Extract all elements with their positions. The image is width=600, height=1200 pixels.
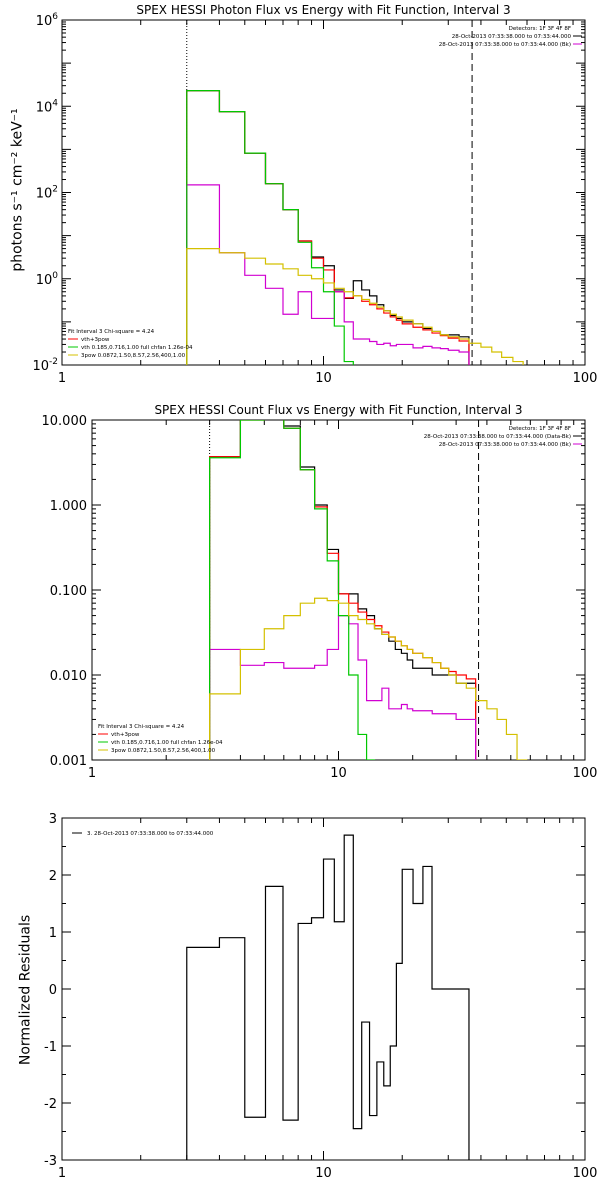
plot-frame (61, 19, 586, 366)
series-line-1 (186, 90, 470, 365)
series-line-4 (209, 420, 376, 760)
x-tick-label: 10 (315, 371, 332, 386)
fit-legend-entry: vth 0.185,0.716,1.00 full chfan 1.26e-04 (81, 345, 193, 351)
x-tick-label: 100 (573, 371, 598, 386)
y-tick-label: 106 (36, 12, 59, 29)
series-group (209, 420, 528, 760)
y-tick-label: 1 (49, 926, 57, 941)
y-tick-label: -1 (44, 1040, 57, 1055)
y-tick-label: 104 (36, 98, 59, 115)
x-tick-label: 10 (315, 1166, 332, 1181)
legend-entry: 3. 28-Oct-2013 07:33:38.000 to 07:33:44.… (87, 831, 214, 837)
x-tick-label: 100 (573, 766, 598, 781)
y-tick-label: -3 (44, 1154, 57, 1169)
y-tick-label: -2 (44, 1097, 57, 1112)
x-tick-label: 1 (58, 371, 66, 386)
chart-panel-2: SPEX HESSI Count Flux vs Energy with Fit… (42, 403, 598, 781)
legend-entry: 28-Oct-2013 07:33:38.000 to 07:33:44.000… (439, 442, 571, 448)
fit-legend-entry: vth 0.185,0.716,1.00 full chfan 1.26e-04 (111, 740, 223, 746)
fit-legend-entry: 3pow 0.0872,1.50,8.57,2.56,400,1.00 (111, 748, 216, 754)
fit-legend-entry: vth+3pow (81, 337, 110, 343)
chart-title: SPEX HESSI Count Flux vs Energy with Fit… (154, 403, 522, 417)
y-tick-label: 0.100 (50, 584, 87, 599)
y-tick-label: 2 (49, 869, 57, 884)
fit-legend-header: Fit Interval 3 Chi-square = 4.24 (68, 329, 155, 335)
legend-header: Detectors: 1F 3F 4F 8F (509, 426, 571, 432)
series-line-1 (209, 420, 477, 760)
y-tick-label: 10-2 (32, 357, 58, 374)
y-axis-label: photons s⁻¹ cm⁻² keV⁻¹ (10, 108, 26, 271)
series-group (186, 90, 524, 365)
y-tick-label: 1.000 (50, 499, 87, 514)
y-axis-label: Normalized Residuals (18, 915, 34, 1065)
legend-entry: 28-Oct-2013 07:33:38.000 to 07:33:44.000 (452, 34, 572, 40)
legend-entry: 28-Oct-2013 07:33:38.000 to 07:33:44.000… (424, 434, 571, 440)
series-line-2 (186, 90, 470, 365)
series-line-5 (186, 248, 524, 365)
chart-panel-1: SPEX HESSI Photon Flux vs Energy with Fi… (10, 3, 598, 386)
y-tick-label: 10.000 (42, 414, 88, 429)
legend-header: Detectors: 1F 3F 4F 8F (509, 26, 571, 32)
x-tick-label: 10 (330, 766, 347, 781)
series-line-5 (209, 597, 528, 760)
x-tick-label: 1 (58, 1166, 66, 1181)
x-tick-label: 1 (88, 766, 96, 781)
series-group (186, 834, 470, 1160)
legend-entry: 28-Oct-2013 07:33:38.000 to 07:33:44.000… (439, 42, 571, 48)
series-line-4 (186, 90, 354, 365)
fit-legend-header: Fit Interval 3 Chi-square = 4.24 (98, 724, 185, 730)
y-tick-label: 3 (49, 812, 57, 827)
y-tick-label: 0.010 (50, 669, 87, 684)
y-tick-label: 0.001 (50, 754, 87, 769)
y-tick-label: 0 (49, 983, 57, 998)
y-tick-label: 100 (36, 271, 59, 288)
fit-legend-entry: vth+3pow (111, 732, 140, 738)
fit-legend-entry: 3pow 0.0872,1.50,8.57,2.56,400,1.00 (81, 353, 186, 359)
chart-panel-3: 1 10 100 -3 -2 -1 0 1 2 3 Normalized Residuals 3. 2… (18, 812, 598, 1181)
series-line-1 (186, 834, 470, 1160)
series-line-2 (209, 420, 477, 760)
chart-title: SPEX HESSI Photon Flux vs Energy with Fi… (136, 3, 510, 17)
series-line-3 (186, 184, 470, 365)
y-tick-label: 102 (36, 185, 58, 202)
series-line-3 (209, 614, 477, 760)
x-tick-label: 100 (573, 1166, 598, 1181)
